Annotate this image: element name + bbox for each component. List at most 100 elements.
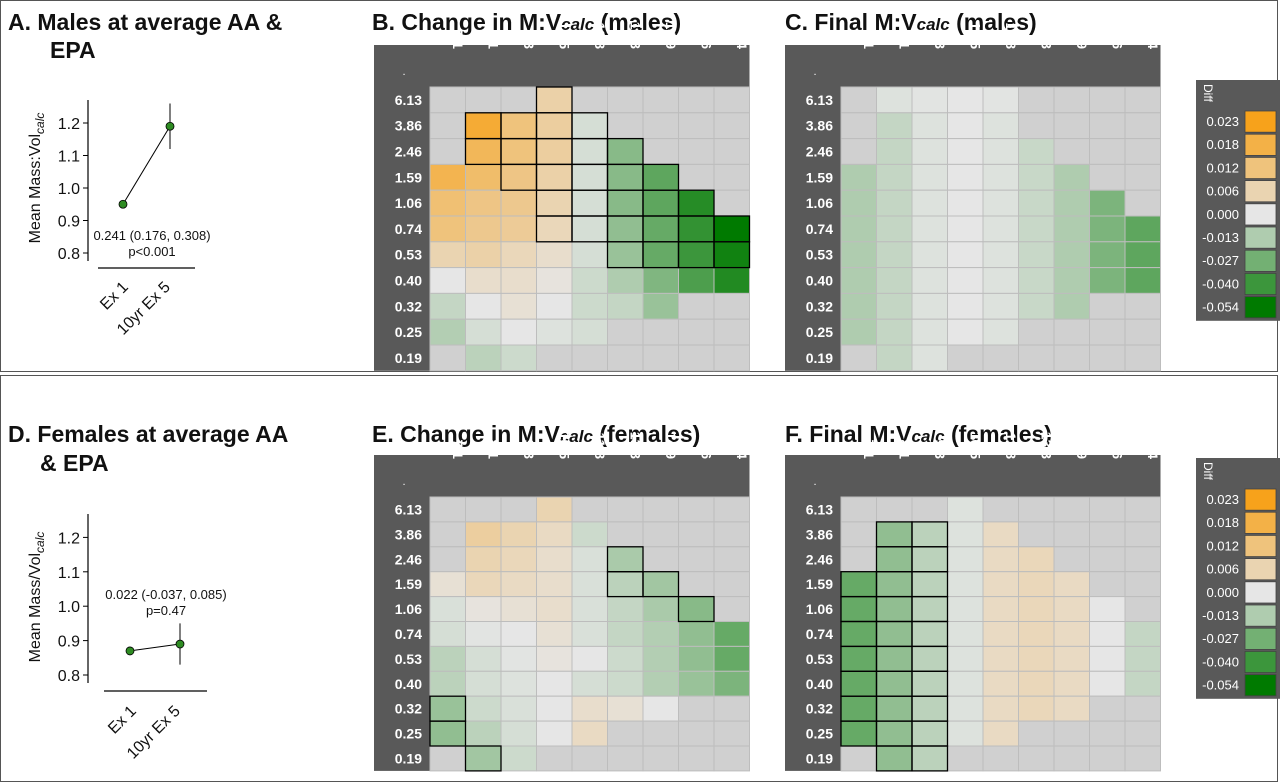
heat-cell — [500, 215, 537, 243]
heat-cell — [947, 670, 984, 697]
y-tick-label: 1.2 — [58, 530, 80, 547]
heat-cell — [465, 292, 502, 320]
heat-cell — [607, 670, 644, 697]
heat-cell — [840, 292, 877, 320]
significant-cell-outline — [429, 720, 467, 747]
heat-cell — [1053, 241, 1090, 269]
y-tick-label: 0.9 — [58, 214, 80, 231]
heat-cell — [642, 215, 679, 243]
heat-cell — [982, 112, 1019, 140]
heat-cell — [840, 163, 877, 191]
heat-cell — [500, 670, 537, 697]
heat-cell — [1124, 292, 1161, 320]
dotplot-D: 0.8 0.9 1.0 1.1 1.2 Mean Mass/Volcalc 0.022 (-… — [27, 514, 227, 763]
heat-cell — [678, 720, 715, 747]
legend-swatch — [1244, 249, 1277, 272]
heat-cell — [911, 621, 948, 647]
legend-label: -0.040 — [1202, 276, 1239, 291]
heat-cell — [876, 241, 913, 269]
heat-cell — [536, 138, 573, 165]
heat-cell — [465, 670, 502, 697]
heat-cell — [500, 496, 537, 523]
heat-cell — [429, 521, 466, 548]
legend-swatch — [1244, 604, 1277, 627]
heat-cell — [571, 571, 608, 598]
p-value-annotation: p<0.001 — [128, 244, 175, 259]
legend-label: -0.054 — [1202, 678, 1239, 693]
heat-cell — [607, 86, 644, 114]
heat-cell — [465, 621, 502, 647]
heat-cell — [982, 695, 1019, 722]
y-tick-label: 0.9 — [58, 634, 80, 651]
heat-cell — [713, 318, 750, 346]
heat-cell — [713, 645, 750, 672]
heat-cell — [1053, 521, 1090, 548]
heat-cell — [607, 571, 644, 598]
panel-a-title-line2: EPA — [50, 37, 96, 63]
heat-cell — [678, 621, 715, 647]
heat-cell — [536, 189, 573, 217]
heat-cell — [1124, 189, 1161, 217]
y-tick-label: 0.53 — [806, 247, 833, 263]
heat-cell — [947, 596, 984, 622]
heat-cell — [642, 241, 679, 269]
heat-cell — [500, 645, 537, 672]
x-tick-label: 8.1 — [896, 30, 912, 50]
heat-cell — [713, 241, 750, 269]
heat-cell — [536, 546, 573, 573]
heat-cell — [1053, 546, 1090, 573]
legend-title: Diff — [1201, 84, 1215, 102]
heat-cell — [536, 571, 573, 598]
heat-cell — [840, 645, 877, 672]
heat-cell — [536, 267, 573, 294]
x-tick-label: 8.1 — [485, 440, 501, 460]
heat-cell — [947, 521, 984, 548]
heat-cell — [1089, 670, 1126, 697]
y-tick-label: 6.13 — [806, 501, 833, 517]
heat-cell — [876, 138, 913, 165]
heat-cell — [465, 645, 502, 672]
heat-cell — [1053, 344, 1090, 372]
heat-cell — [607, 645, 644, 672]
heat-cell — [1053, 318, 1090, 346]
heat-cell — [465, 596, 502, 622]
heat-cell — [911, 112, 948, 140]
heat-cell — [1124, 267, 1161, 294]
heat-cell — [947, 189, 984, 217]
heat-cell — [876, 318, 913, 346]
heat-cell — [947, 344, 984, 372]
heat-cell — [429, 670, 466, 697]
heat-cell — [1018, 344, 1055, 372]
y-tick-label: 1.1 — [58, 565, 80, 582]
heat-cell — [429, 496, 466, 523]
heat-cell — [840, 571, 877, 598]
heat-cell — [465, 112, 502, 140]
panel-b-title: B. Change in M:Vcalc (males) — [372, 9, 681, 38]
legend-swatch — [1244, 296, 1277, 319]
legend-label: -0.054 — [1202, 300, 1239, 315]
legend-swatch — [1244, 180, 1277, 203]
heat-cell — [982, 496, 1019, 523]
heat-cell — [571, 720, 608, 747]
heat-cell — [678, 521, 715, 548]
y-tick-label: 1.1 — [58, 149, 80, 166]
heat-cell — [678, 344, 715, 372]
heat-cell — [678, 292, 715, 320]
heat-cell — [911, 596, 948, 622]
y-axis-label: Mean Mass:Volcalc — [27, 113, 47, 244]
heat-cell — [876, 86, 913, 114]
heat-cell — [1089, 215, 1126, 243]
heat-cell — [840, 86, 877, 114]
heat-cell — [500, 86, 537, 114]
heat-cell — [876, 695, 913, 722]
heat-cell — [840, 496, 877, 523]
heat-cell — [911, 571, 948, 598]
heat-cell — [911, 670, 948, 697]
heat-cell — [500, 745, 537, 772]
heat-cell — [1089, 521, 1126, 548]
heat-cell — [1124, 745, 1161, 772]
heat-cell — [1089, 189, 1126, 217]
heat-cell — [1089, 571, 1126, 598]
y-tick-label: 3.86 — [806, 526, 833, 542]
y-tick-label: 0.19 — [395, 750, 422, 766]
